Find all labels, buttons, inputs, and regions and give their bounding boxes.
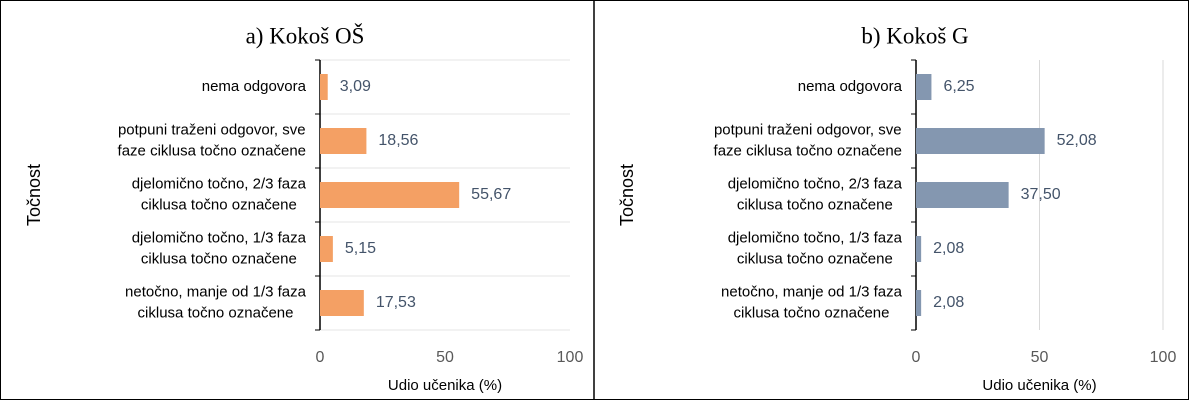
bar bbox=[916, 290, 922, 316]
category-label: faze ciklusa točno označene bbox=[118, 142, 306, 159]
y-axis-label: Točnost bbox=[617, 164, 637, 226]
value-label: 2,08 bbox=[933, 294, 964, 311]
category-label: ciklusa točno označene bbox=[141, 196, 297, 213]
bar bbox=[320, 182, 460, 208]
value-label: 52,08 bbox=[1057, 132, 1097, 149]
chart-title: b) Kokoš G bbox=[861, 23, 968, 48]
category-label: ciklusa točno označene bbox=[734, 304, 890, 321]
category-label: ciklusa točno označene bbox=[138, 304, 294, 321]
x-tick-label: 50 bbox=[436, 349, 454, 366]
x-tick-label: 0 bbox=[316, 349, 325, 366]
bar bbox=[320, 128, 367, 154]
category-label: nema odgovora bbox=[202, 78, 307, 95]
value-label: 55,67 bbox=[471, 186, 511, 203]
value-label: 3,09 bbox=[340, 78, 371, 95]
category-label: netočno, manje od 1/3 faza bbox=[125, 283, 307, 300]
x-axis-label: Udio učenika (%) bbox=[388, 377, 502, 394]
category-label: djelomično točno, 1/3 faza bbox=[728, 229, 903, 246]
category-label: potpuni traženi odgovor, sve bbox=[714, 121, 902, 138]
value-label: 18,56 bbox=[378, 132, 418, 149]
bar bbox=[320, 74, 328, 100]
category-label: netočno, manje od 1/3 faza bbox=[721, 283, 903, 300]
bar bbox=[916, 182, 1009, 208]
value-label: 37,50 bbox=[1021, 186, 1061, 203]
x-tick-label: 50 bbox=[1031, 349, 1049, 366]
x-axis-label: Udio učenika (%) bbox=[982, 377, 1096, 394]
category-label: djelomično točno, 1/3 faza bbox=[132, 229, 307, 246]
category-label: nema odgovora bbox=[798, 78, 903, 95]
y-axis-label: Točnost bbox=[24, 164, 44, 226]
x-tick-label: 100 bbox=[1150, 349, 1177, 366]
bar bbox=[320, 236, 333, 262]
category-label: djelomično točno, 2/3 faza bbox=[728, 175, 903, 192]
bar bbox=[916, 236, 922, 262]
bar bbox=[320, 290, 364, 316]
chart-title: a) Kokoš OŠ bbox=[246, 22, 365, 48]
x-tick-label: 0 bbox=[912, 349, 921, 366]
bar bbox=[916, 128, 1045, 154]
value-label: 5,15 bbox=[345, 240, 376, 257]
value-label: 17,53 bbox=[376, 294, 416, 311]
category-label: ciklusa točno označene bbox=[737, 250, 893, 267]
category-label: potpuni traženi odgovor, sve bbox=[118, 121, 306, 138]
category-label: faze ciklusa točno označene bbox=[714, 142, 902, 159]
category-label: djelomično točno, 2/3 faza bbox=[132, 175, 307, 192]
category-label: ciklusa točno označene bbox=[141, 250, 297, 267]
x-tick-label: 100 bbox=[557, 349, 584, 366]
value-label: 2,08 bbox=[933, 240, 964, 257]
category-label: ciklusa točno označene bbox=[737, 196, 893, 213]
bar bbox=[916, 74, 932, 100]
value-label: 6,25 bbox=[943, 78, 974, 95]
